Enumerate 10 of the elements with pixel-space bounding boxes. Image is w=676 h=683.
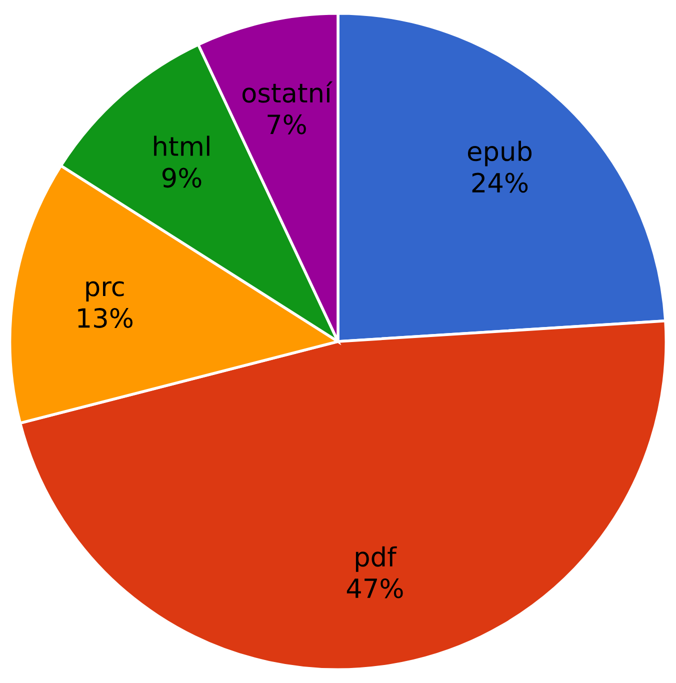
data-label: 47%: [346, 578, 403, 598]
data-label: 9%: [162, 168, 202, 188]
slice-label: prc: [86, 281, 124, 302]
data-label: 24%: [472, 172, 528, 193]
slice-label: pdf: [356, 546, 397, 572]
data-label: 13%: [78, 308, 133, 328]
slice-label: html: [154, 136, 210, 156]
data-label: 7%: [268, 114, 306, 134]
slice-label: epub: [468, 140, 532, 166]
slice-label: ostatní: [242, 81, 333, 103]
